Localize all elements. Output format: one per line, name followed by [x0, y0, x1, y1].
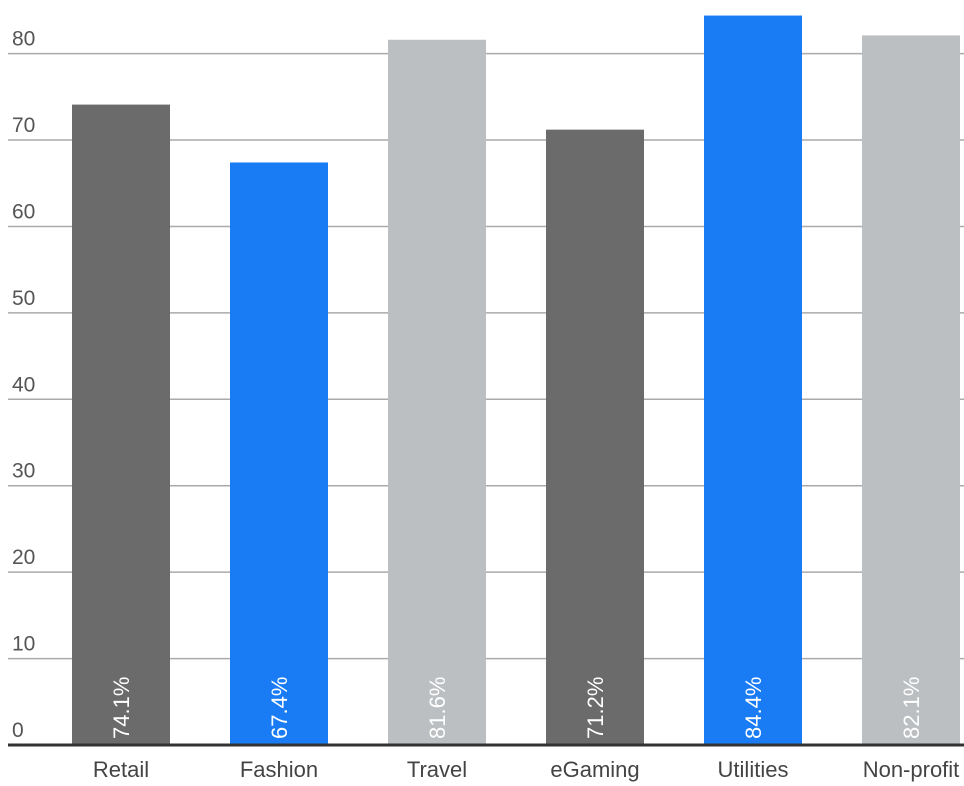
- data-label: 74.1%: [109, 677, 134, 739]
- bar: [704, 15, 802, 746]
- data-label: 82.1%: [899, 677, 924, 739]
- y-tick-label: 30: [12, 460, 35, 483]
- data-label: 71.2%: [583, 677, 608, 739]
- bar: [862, 35, 960, 745]
- y-tick-label: 40: [12, 373, 35, 396]
- data-label: 67.4%: [267, 677, 292, 739]
- bar: [230, 162, 328, 745]
- y-tick-label: 0: [12, 719, 24, 742]
- bar: [72, 104, 170, 746]
- x-tick-label: Fashion: [240, 757, 318, 782]
- y-tick-label: 60: [12, 200, 35, 223]
- x-tick-label: Retail: [93, 757, 149, 782]
- x-tick-label: eGaming: [550, 757, 639, 782]
- y-tick-label: 50: [12, 287, 35, 310]
- y-tick-label: 20: [12, 546, 35, 569]
- y-tick-label: 80: [12, 28, 35, 51]
- x-tick-label: Non-profit: [863, 757, 960, 782]
- data-label: 84.4%: [741, 677, 766, 739]
- data-label: 81.6%: [425, 677, 450, 739]
- x-tick-label: Utilities: [718, 757, 789, 782]
- bar: [388, 39, 486, 745]
- y-tick-label: 10: [12, 633, 35, 656]
- x-tick-label: Travel: [407, 757, 467, 782]
- bar: [546, 129, 644, 745]
- y-tick-label: 70: [12, 114, 35, 137]
